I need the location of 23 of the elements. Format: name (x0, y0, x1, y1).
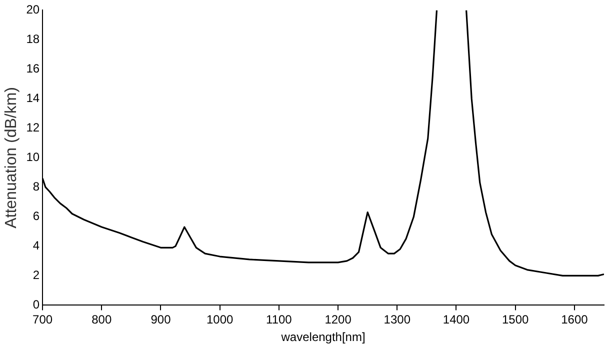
y-tick-label: 2 (32, 268, 40, 282)
x-tick-label: 1300 (384, 312, 411, 327)
y-axis-title: Attenuation (dB/km) (3, 86, 20, 228)
y-tick-label: 10 (26, 150, 40, 164)
x-tick-label: 1400 (442, 312, 470, 327)
x-tick-label: 1100 (266, 312, 292, 327)
y-tick-label: 16 (26, 62, 40, 76)
x-tick-label: 800 (92, 312, 112, 327)
y-tick-label: 6 (32, 209, 40, 224)
x-tick-label: 900 (150, 312, 172, 327)
x-axis-title: wavelength[nm] (280, 330, 366, 344)
y-tick-label: 0 (32, 298, 40, 312)
y-tick-label: 4 (32, 238, 40, 253)
x-tick-label: 1500 (502, 312, 530, 327)
y-tick-label: 12 (26, 120, 40, 135)
y-tick-label: 14 (26, 91, 40, 106)
y-tick-label: 8 (32, 180, 40, 194)
x-tick-label: 1600 (561, 312, 588, 327)
y-tick-label: 18 (26, 32, 40, 46)
x-tick-label: 1200 (324, 312, 352, 327)
x-tick-label: 700 (32, 312, 53, 327)
y-tick-label: 20 (26, 2, 40, 17)
x-tick-label: 1000 (206, 312, 234, 327)
